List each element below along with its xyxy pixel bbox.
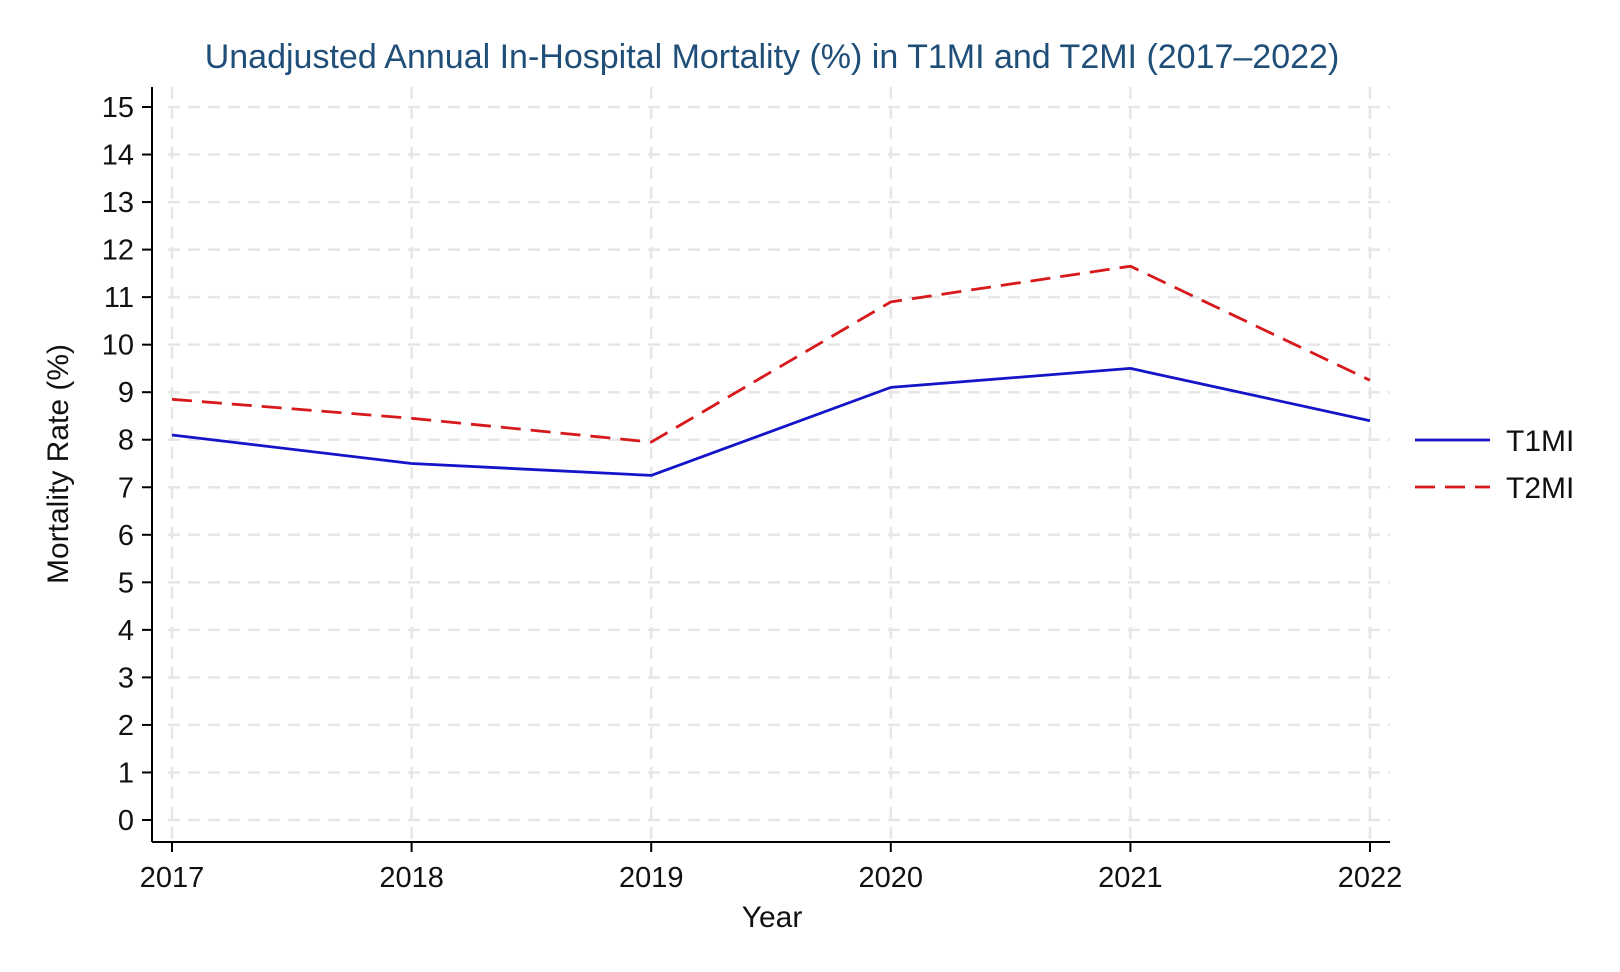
x-tick-label-2021: 2021	[1098, 862, 1163, 894]
x-axis-title: Year	[742, 901, 803, 934]
y-tick-label-0: 0	[118, 805, 134, 837]
y-tick-label-5: 5	[118, 567, 134, 599]
y-tick-label-9: 9	[118, 377, 134, 409]
y-tick-label-12: 12	[102, 235, 134, 267]
legend: T1MI T2MI	[1415, 425, 1574, 505]
legend-label-t2mi: T2MI	[1506, 472, 1574, 505]
series-line-t2mi	[171, 264, 1371, 444]
x-tick-label-2018: 2018	[379, 862, 444, 894]
y-tick-label-2: 2	[118, 710, 134, 742]
y-tick-label-1: 1	[118, 757, 134, 789]
y-tick-label-10: 10	[102, 330, 134, 362]
series-lines	[171, 264, 1371, 477]
x-tick-label-2017: 2017	[140, 862, 205, 894]
y-tick-label-3: 3	[118, 662, 134, 694]
y-tick-label-4: 4	[118, 615, 134, 647]
y-tick-label-7: 7	[118, 472, 134, 504]
x-tick-label-2019: 2019	[619, 862, 684, 894]
x-tick-label-2022: 2022	[1338, 862, 1403, 894]
y-tick-label-14: 14	[102, 140, 134, 172]
y-tick-label-15: 15	[102, 92, 134, 124]
chart-title: Unadjusted Annual In-Hospital Mortality …	[205, 38, 1340, 76]
grid	[168, 87, 1390, 842]
y-tick-label-6: 6	[118, 520, 134, 552]
x-tick-label-2020: 2020	[859, 862, 924, 894]
y-tick-label-11: 11	[104, 282, 134, 314]
legend-label-t1mi: T1MI	[1506, 425, 1574, 458]
y-axis-title: Mortality Rate (%)	[42, 344, 75, 584]
y-tick-label-8: 8	[118, 425, 134, 457]
y-tick-label-13: 13	[102, 187, 134, 219]
series-line-t1mi	[171, 366, 1371, 477]
